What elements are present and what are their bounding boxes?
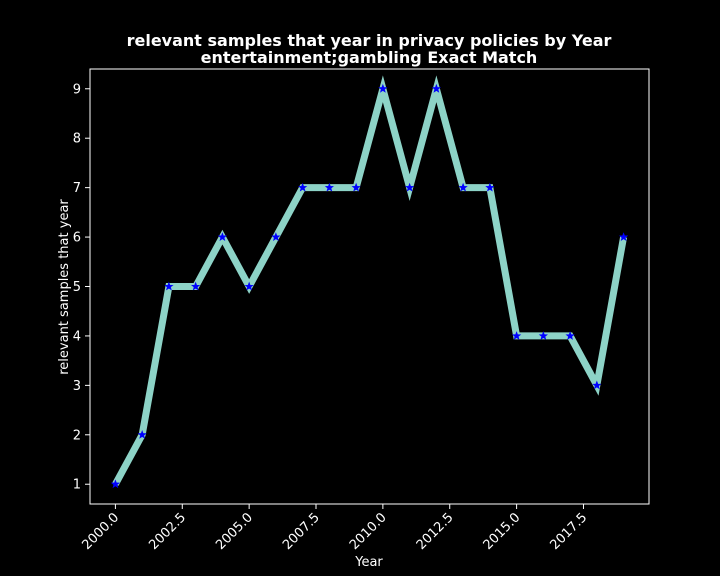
data-point-marker — [538, 331, 548, 340]
y-tick-label: 5 — [73, 280, 81, 295]
data-point-marker — [324, 182, 334, 192]
x-tick-label: 2002.5 — [146, 510, 189, 553]
data-point-marker — [271, 232, 281, 241]
x-tick-label: 2000.0 — [79, 510, 122, 553]
data-point-marker — [618, 232, 629, 241]
data-point-marker — [378, 83, 388, 93]
data-point-marker — [244, 281, 254, 291]
chart-title-line-2: entertainment;gambling Exact Match — [201, 48, 538, 67]
data-point-marker — [298, 182, 308, 192]
data-point-marker — [592, 380, 602, 390]
y-tick-label: 6 — [73, 231, 81, 246]
x-tick-label: 2012.5 — [414, 510, 457, 553]
y-tick-label: 8 — [73, 132, 81, 147]
y-tick-label: 7 — [73, 181, 81, 196]
x-tick-label: 2010.0 — [347, 510, 390, 553]
x-tick-label: 2015.0 — [481, 510, 524, 553]
y-tick-label: 9 — [73, 82, 81, 97]
y-tick-label: 4 — [73, 329, 81, 344]
data-point-marker — [431, 83, 441, 93]
data-point-marker — [458, 182, 468, 192]
x-tick-label: 2007.5 — [280, 510, 323, 553]
y-tick-label: 1 — [73, 478, 81, 493]
series-line — [112, 75, 628, 486]
data-point-marker — [137, 429, 147, 439]
y-axis-label: relevant samples that year — [57, 199, 72, 375]
chart-title-line-1: relevant samples that year in privacy po… — [127, 31, 612, 50]
y-tick-label: 3 — [73, 379, 81, 394]
data-point-marker — [485, 182, 495, 192]
y-tick-label: 2 — [73, 428, 81, 443]
data-point-marker — [164, 281, 174, 291]
data-point-marker — [511, 331, 522, 340]
x-tick-label: 2005.0 — [213, 510, 256, 553]
data-point-marker — [351, 182, 361, 192]
data-point-marker — [191, 281, 201, 291]
x-axis-ticks: 2000.0 2002.5 2005.0 2007.5 2010.0 2012.5 2015… — [79, 504, 590, 553]
x-tick-label: 2017.5 — [548, 510, 591, 553]
series-layer — [110, 75, 629, 489]
data-point-marker — [217, 232, 228, 241]
y-axis-ticks: 1 2 3 4 5 6 7 8 9 — [73, 82, 90, 493]
data-point-marker — [405, 182, 415, 192]
x-axis-label: Year — [354, 555, 383, 570]
data-point-marker — [110, 479, 121, 489]
data-point-marker — [565, 331, 575, 340]
